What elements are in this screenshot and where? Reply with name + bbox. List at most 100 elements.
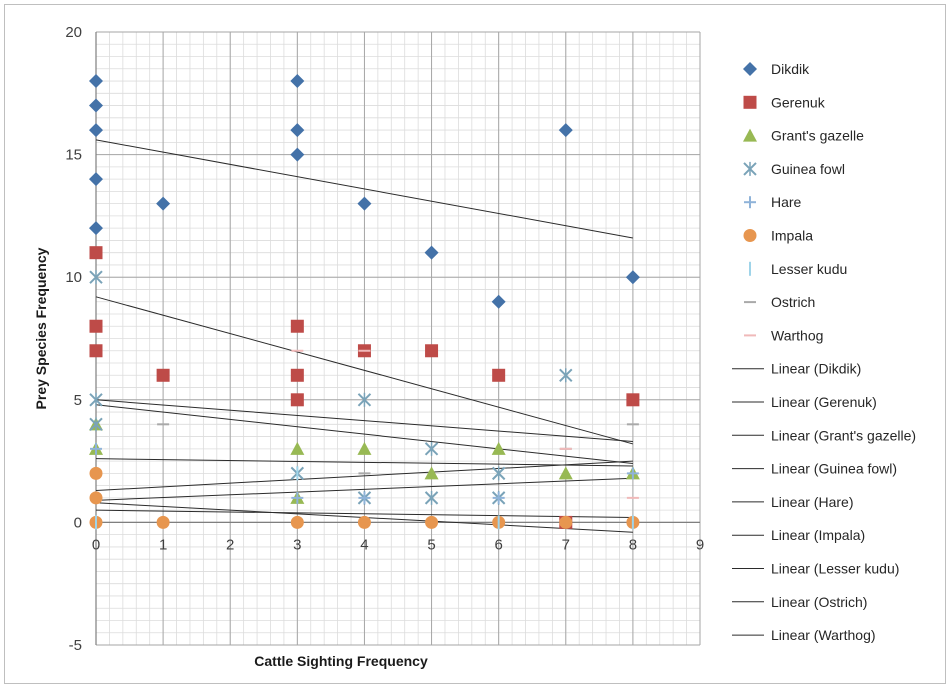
point-dikdik xyxy=(290,74,305,89)
legend-trend-label: Linear (Grant's gazelle) xyxy=(771,427,916,443)
point-dikdik xyxy=(290,147,305,162)
trendline xyxy=(95,296,634,445)
x-tick-label: 0 xyxy=(92,536,100,553)
point-impala xyxy=(290,515,304,529)
x-axis-title: Cattle Sighting Frequency xyxy=(254,653,428,669)
point-hare xyxy=(626,467,639,480)
point-impala xyxy=(156,515,170,529)
point-impala xyxy=(89,466,103,480)
point-guinea-fowl xyxy=(424,441,439,456)
point-grant-s-gazelle xyxy=(357,441,372,455)
legend-label-lesser-kudu: Lesser kudu xyxy=(771,261,847,277)
legend-trend-label: Linear (Guinea fowl) xyxy=(771,461,897,477)
point-gerenuk xyxy=(89,246,103,260)
legend-trend-label: Linear (Gerenuk) xyxy=(771,394,877,410)
point-dikdik xyxy=(491,294,506,309)
point-gerenuk xyxy=(290,393,304,407)
legend-label-ostrich: Ostrich xyxy=(771,294,815,310)
tick-labels: 0 1 2 3 4 5 6 7 8 9 -5 0 5 10 15 20 xyxy=(65,24,704,654)
point-hare xyxy=(90,442,102,455)
y-tick-label: 5 xyxy=(74,392,82,409)
point-grant-s-gazelle xyxy=(558,466,573,480)
point-guinea-fowl xyxy=(491,466,506,481)
legend-trend-label: Linear (Dikdik) xyxy=(771,361,861,377)
trendline xyxy=(95,404,633,465)
point-gerenuk xyxy=(290,368,304,382)
y-tick-label: 15 xyxy=(65,147,82,164)
trendlines xyxy=(95,139,634,533)
legend-label-grant-s-gazelle: Grant's gazelle xyxy=(771,128,864,144)
trendline xyxy=(95,399,633,442)
point-guinea-fowl xyxy=(89,417,103,432)
legend-trend-label: Linear (Warthog) xyxy=(771,627,876,643)
point-dikdik xyxy=(89,98,103,113)
chart-frame: 0 1 2 3 4 5 6 7 8 9 -5 0 5 10 15 20 Cattle Sighting Fre… xyxy=(4,4,946,684)
point-hare xyxy=(291,491,304,504)
point-impala xyxy=(425,515,439,529)
scatter-chart: 0 1 2 3 4 5 6 7 8 9 -5 0 5 10 15 20 Cattle Sighting Fre… xyxy=(33,24,916,669)
legend-marker-grant-s-gazelle xyxy=(743,128,757,142)
y-axis-title: Prey Species Frequency xyxy=(33,247,49,409)
legend-marker-hare xyxy=(744,196,756,209)
legend: Dikdik Gerenuk Grant's gazelle Guinea fowl H… xyxy=(732,61,916,643)
point-hare xyxy=(358,491,371,504)
y-tick-label: 0 xyxy=(74,514,82,531)
point-guinea-fowl xyxy=(424,490,439,505)
legend-trend-label: Linear (Hare) xyxy=(771,494,853,510)
point-impala xyxy=(559,515,573,529)
point-dikdik xyxy=(625,270,640,285)
point-dikdik xyxy=(89,74,103,89)
point-dikdik xyxy=(558,123,573,138)
legend-label-impala: Impala xyxy=(771,228,813,244)
trendline xyxy=(95,477,633,501)
x-tick-label: 7 xyxy=(562,536,570,553)
point-gerenuk xyxy=(626,393,640,407)
legend-trend-label: Linear (Ostrich) xyxy=(771,594,867,610)
point-guinea-fowl xyxy=(559,368,573,383)
point-gerenuk xyxy=(89,319,103,333)
trendline xyxy=(95,460,633,492)
point-gerenuk xyxy=(89,344,103,358)
point-impala xyxy=(89,491,103,505)
point-dikdik xyxy=(156,196,171,211)
point-grant-s-gazelle xyxy=(491,441,506,455)
y-tick-label: 10 xyxy=(65,269,82,286)
y-tick-label: 20 xyxy=(65,24,82,41)
legend-label-dikdik: Dikdik xyxy=(771,61,810,77)
x-tick-label: 5 xyxy=(427,536,435,553)
legend-marker-gerenuk xyxy=(743,95,757,109)
data-points xyxy=(89,74,640,530)
point-gerenuk xyxy=(492,368,506,382)
point-dikdik xyxy=(89,123,103,138)
point-guinea-fowl xyxy=(89,270,103,285)
point-dikdik xyxy=(290,123,305,138)
point-gerenuk xyxy=(290,319,304,333)
x-tick-label: 4 xyxy=(360,536,368,553)
legend-label-gerenuk: Gerenuk xyxy=(771,94,826,110)
x-tick-label: 6 xyxy=(494,536,502,553)
x-tick-label: 2 xyxy=(226,536,234,553)
legend-marker-impala xyxy=(743,229,757,242)
x-tick-label: 3 xyxy=(293,536,301,553)
minor-grid xyxy=(95,31,701,646)
x-tick-label: 9 xyxy=(696,536,704,553)
legend-marker-dikdik xyxy=(743,62,757,76)
point-guinea-fowl xyxy=(357,392,372,407)
legend-marker-guinea-fowl xyxy=(743,161,757,176)
point-hare xyxy=(492,491,505,504)
y-tick-label: -5 xyxy=(69,637,82,654)
point-guinea-fowl xyxy=(89,392,103,407)
x-tick-label: 1 xyxy=(159,536,167,553)
point-gerenuk xyxy=(156,368,170,382)
point-gerenuk xyxy=(425,344,439,358)
legend-label-warthog: Warthog xyxy=(771,327,823,343)
point-dikdik xyxy=(89,172,103,187)
point-dikdik xyxy=(357,196,372,211)
point-grant-s-gazelle xyxy=(290,441,305,455)
point-dikdik xyxy=(89,221,103,236)
trendline xyxy=(95,139,633,239)
trendline xyxy=(95,509,633,518)
legend-trend-label: Linear (Lesser kudu) xyxy=(771,561,899,577)
legend-label-hare: Hare xyxy=(771,194,802,210)
point-impala xyxy=(357,515,371,529)
